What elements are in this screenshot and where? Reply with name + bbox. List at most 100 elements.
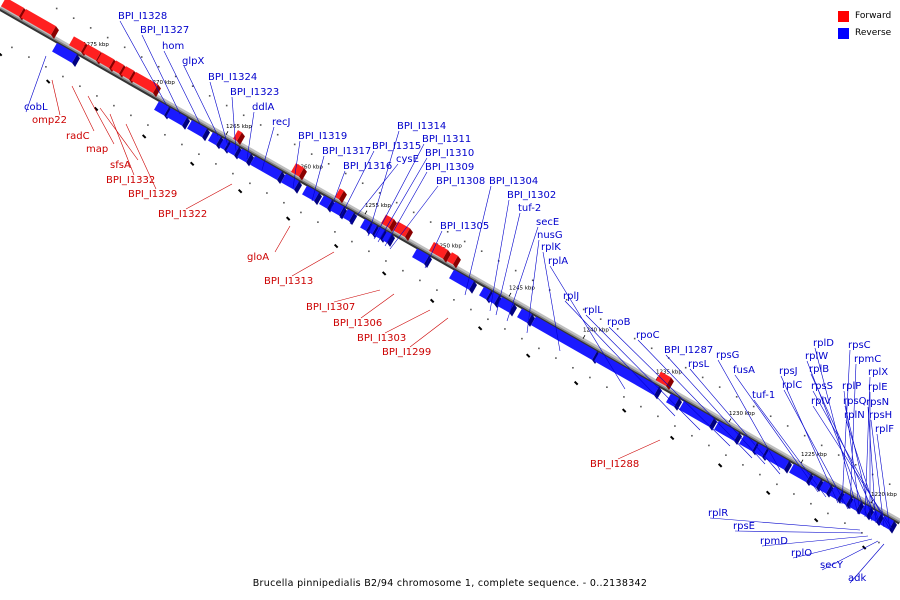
forward-gene-label-bpi-i1306[interactable]: BPI_I1306 [333, 318, 382, 329]
reverse-gene-label-cobl[interactable]: cobL [24, 102, 48, 113]
reverse-gene-label-bpi-i1317[interactable]: BPI_I1317 [322, 146, 371, 157]
reverse-gene-label-rplv[interactable]: rplV [811, 396, 831, 407]
forward-gene-9[interactable] [290, 163, 307, 181]
reverse-gene-13[interactable] [343, 209, 358, 226]
reverse-gene-label-rplp[interactable]: rplP [842, 381, 861, 392]
reverse-gene-label-bpi-i1323[interactable]: BPI_I1323 [230, 87, 279, 98]
reverse-gene-24[interactable] [531, 316, 601, 364]
reverse-gene-label-rplj[interactable]: rplJ [563, 291, 579, 302]
reverse-gene-label-rpob[interactable]: rpoB [607, 317, 631, 328]
forward-gene-label-sfsa[interactable]: sfsA [110, 160, 131, 171]
reverse-gene-label-rpld[interactable]: rplD [813, 338, 834, 349]
reverse-gene-label-rpsn[interactable]: rpsN [866, 397, 889, 408]
reverse-gene-label-rplc[interactable]: rplC [782, 380, 802, 391]
forward-gene-label-bpi-i1332[interactable]: BPI_I1332 [106, 175, 155, 186]
reverse-gene-25[interactable] [594, 352, 663, 400]
reverse-gene-label-rpla[interactable]: rplA [548, 256, 568, 267]
reverse-gene-label-ddla[interactable]: ddlA [252, 102, 274, 113]
reverse-gene-label-rpss[interactable]: rpsS [811, 381, 833, 392]
forward-gene-12[interactable] [392, 221, 413, 241]
forward-gene-15[interactable] [655, 371, 674, 391]
reverse-gene-label-rpmc[interactable]: rpmC [854, 354, 881, 365]
forward-gene-10[interactable] [334, 188, 347, 204]
forward-gene-11[interactable] [380, 214, 397, 232]
reverse-gene-label-tuf-1[interactable]: tuf-1 [752, 390, 775, 401]
forward-gene-14[interactable] [446, 252, 461, 269]
reverse-gene-label-rpse[interactable]: rpsE [733, 521, 755, 532]
reverse-gene-label-bpi-i1302[interactable]: BPI_I1302 [507, 190, 556, 201]
reverse-gene-label-bpi-i1324[interactable]: BPI_I1324 [208, 72, 257, 83]
reverse-gene-2[interactable] [166, 107, 191, 130]
forward-gene-13[interactable] [428, 242, 451, 263]
reverse-gene-label-rpln[interactable]: rplN [844, 410, 865, 421]
reverse-gene-31[interactable] [764, 449, 793, 474]
forward-gene-label-radc[interactable]: radC [66, 131, 90, 142]
reverse-gene-label-bpi-i1314[interactable]: BPI_I1314 [397, 121, 446, 132]
reverse-gene-26[interactable] [666, 393, 683, 411]
reverse-gene-label-recj[interactable]: recJ [272, 117, 291, 128]
reverse-gene-label-bpi-i1319[interactable]: BPI_I1319 [298, 131, 347, 142]
reverse-gene-label-bpi-i1304[interactable]: BPI_I1304 [489, 176, 538, 187]
reverse-gene-label-rplb[interactable]: rplB [809, 364, 829, 375]
reverse-gene-34[interactable] [819, 480, 835, 498]
reverse-gene-label-bpi-i1308[interactable]: BPI_I1308 [436, 176, 485, 187]
forward-gene-label-bpi-i1329[interactable]: BPI_I1329 [128, 189, 177, 200]
reverse-gene-label-bpi-i1315[interactable]: BPI_I1315 [372, 141, 421, 152]
reverse-gene-label-rpll[interactable]: rplL [584, 305, 603, 316]
reverse-gene-label-bpi-i1309[interactable]: BPI_I1309 [425, 162, 474, 173]
reverse-gene-label-bpi-i1316[interactable]: BPI_I1316 [343, 161, 392, 172]
reverse-gene-37[interactable] [849, 498, 865, 515]
reverse-gene-label-tuf-2[interactable]: tuf-2 [518, 203, 541, 214]
reverse-gene-label-hom[interactable]: hom [162, 41, 184, 52]
reverse-gene-8[interactable] [250, 155, 286, 185]
reverse-gene-label-rpsj[interactable]: rpsJ [779, 366, 798, 377]
reverse-gene-label-bpi-i1287[interactable]: BPI_I1287 [664, 345, 713, 356]
reverse-gene-label-rpoc[interactable]: rpoC [636, 330, 660, 341]
reverse-gene-label-rpsl[interactable]: rpsL [688, 359, 710, 370]
reverse-gene-label-adk[interactable]: adk [848, 573, 866, 584]
reverse-gene-label-rpsc[interactable]: rpsC [848, 340, 871, 351]
reverse-gene-label-secy[interactable]: secY [820, 560, 844, 571]
reverse-gene-label-bpi-i1310[interactable]: BPI_I1310 [425, 148, 474, 159]
forward-gene-label-bpi-i1322[interactable]: BPI_I1322 [158, 209, 207, 220]
reverse-gene-label-rpmd[interactable]: rpmD [760, 536, 788, 547]
forward-gene-1[interactable] [20, 9, 59, 39]
reverse-gene-label-cyse[interactable]: cysE [396, 154, 419, 165]
reverse-gene-label-bpi-i1328[interactable]: BPI_I1328 [118, 11, 167, 22]
reverse-gene-label-bpi-i1305[interactable]: BPI_I1305 [440, 221, 489, 232]
reverse-gene-32[interactable] [789, 463, 815, 487]
reverse-gene-label-glpx[interactable]: glpX [182, 56, 204, 67]
reverse-gene-label-rplx[interactable]: rplX [868, 367, 888, 378]
forward-gene-label-bpi-i1313[interactable]: BPI_I1313 [264, 276, 313, 287]
reverse-gene-label-fusa[interactable]: fusA [733, 365, 755, 376]
forward-gene-label-bpi-i1288[interactable]: BPI_I1288 [590, 459, 639, 470]
forward-gene-label-map[interactable]: map [86, 144, 108, 155]
reverse-gene-label-rplw[interactable]: rplW [805, 351, 828, 362]
reverse-gene-label-nusg[interactable]: nusG [537, 230, 563, 241]
reverse-gene-label-rpsh[interactable]: rpsH [869, 410, 892, 421]
reverse-gene-label-rplo[interactable]: rplO [791, 548, 812, 559]
reverse-gene-label-rplk[interactable]: rplK [541, 242, 561, 253]
forward-gene-label-bpi-i1303[interactable]: BPI_I1303 [357, 333, 406, 344]
reverse-gene-22[interactable] [497, 297, 518, 317]
forward-gene-label-bpi-i1299[interactable]: BPI_I1299 [382, 347, 431, 358]
reverse-gene-label-rplr[interactable]: rplR [708, 508, 728, 519]
reverse-gene-23[interactable] [517, 308, 536, 327]
reverse-gene-9[interactable] [281, 173, 303, 194]
reverse-gene-label-rpsg[interactable]: rpsG [716, 350, 739, 361]
reverse-gene-label-rplf[interactable]: rplF [875, 424, 894, 435]
reverse-gene-label-bpi-i1327[interactable]: BPI_I1327 [140, 25, 189, 36]
forward-gene-label-bpi-i1307[interactable]: BPI_I1307 [306, 302, 355, 313]
forward-gene-7[interactable] [130, 71, 161, 98]
reverse-gene-7[interactable] [237, 148, 255, 167]
reverse-gene-10[interactable] [302, 185, 323, 206]
forward-gene-label-gloa[interactable]: gloA [247, 252, 269, 263]
reverse-gene-3[interactable] [187, 119, 211, 142]
forward-gene-label-omp22[interactable]: omp22 [32, 115, 67, 126]
reverse-gene-17[interactable] [382, 231, 396, 247]
reverse-gene-0[interactable] [52, 42, 81, 67]
reverse-gene-label-bpi-i1311[interactable]: BPI_I1311 [422, 134, 471, 145]
reverse-gene-33[interactable] [809, 475, 825, 492]
reverse-gene-label-rple[interactable]: rplE [868, 382, 888, 393]
reverse-gene-label-sece[interactable]: secE [536, 217, 559, 228]
